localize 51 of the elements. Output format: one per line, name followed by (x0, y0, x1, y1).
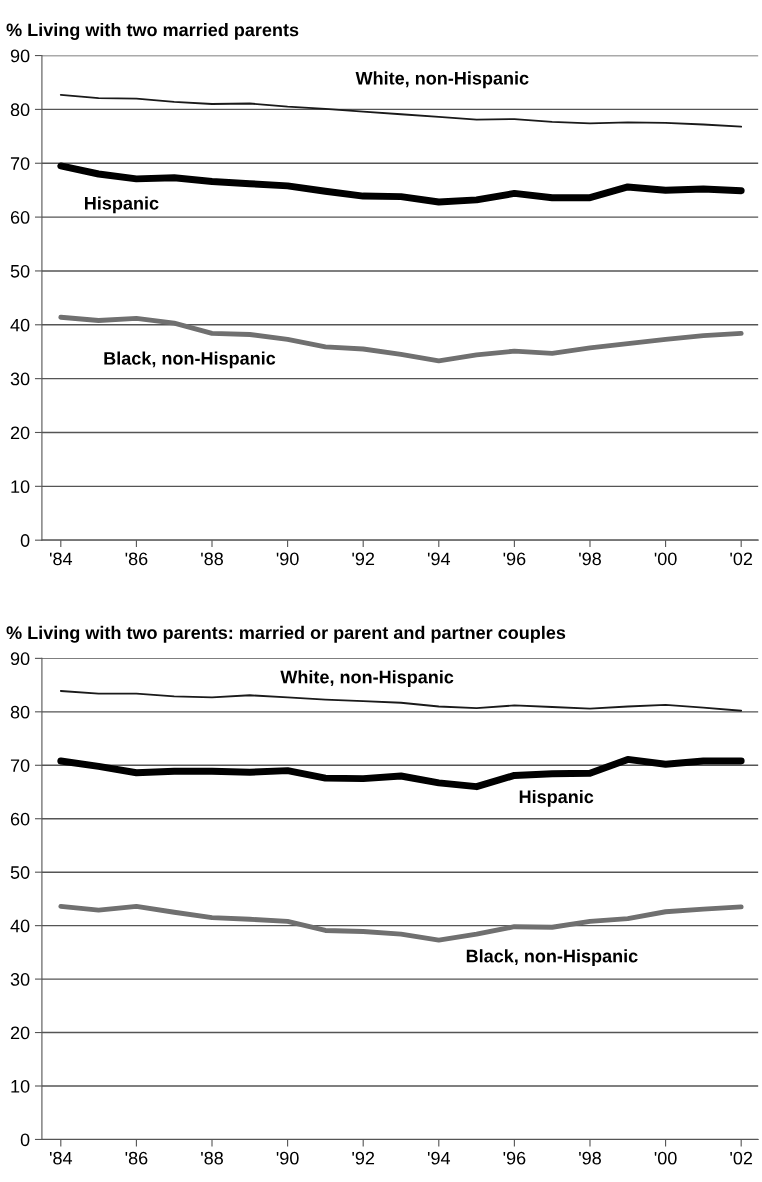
x-tick-label: '84 (49, 552, 73, 566)
y-tick-label: 80 (10, 103, 30, 117)
y-tick-label: 90 (10, 652, 30, 666)
series-label: Hispanic (519, 789, 594, 807)
x-tick-label: '90 (276, 1151, 299, 1165)
x-tick-label: '86 (125, 552, 148, 566)
x-tick-label: '96 (503, 1151, 526, 1165)
series-label: White, non-Hispanic (280, 670, 454, 687)
line-series (59, 93, 743, 128)
x-tick-label: '84 (49, 1151, 73, 1165)
y-tick-label: 50 (10, 264, 30, 278)
x-tick-label: '90 (276, 552, 299, 566)
y-tick-label: 20 (10, 1026, 30, 1040)
y-tick-label: 0 (20, 1133, 30, 1147)
x-tick-label: '92 (352, 552, 375, 566)
chart-title: % Living with two married parents (6, 23, 299, 40)
x-tick-label: '88 (201, 1151, 223, 1165)
x-tick-label: '98 (579, 552, 601, 566)
y-tick-label: 20 (10, 426, 30, 440)
series-label: Hispanic (85, 196, 159, 214)
y-tick-label: 10 (11, 480, 30, 494)
x-tick-label: '94 (427, 1151, 451, 1165)
y-tick-label: 0 (20, 534, 30, 547)
series-label: Black, non-Hispanic (466, 949, 638, 967)
y-tick-label: 30 (10, 973, 30, 986)
x-tick-label: '92 (352, 1151, 375, 1165)
y-tick-label: 40 (10, 318, 30, 332)
x-tick-label: '96 (503, 552, 526, 566)
line-series (59, 690, 743, 712)
x-tick-label: '98 (579, 1151, 601, 1165)
y-tick-label: 40 (10, 919, 30, 933)
x-tick-label: '94 (427, 552, 451, 566)
chart-title: % Living with two parents: married or parent and partner couples (6, 625, 566, 643)
x-tick-label: '00 (654, 552, 677, 566)
x-tick-label: '86 (125, 1151, 148, 1165)
y-tick-label: 70 (10, 759, 30, 772)
line-series (58, 903, 744, 943)
series-label: Black, non-Hispanic (104, 351, 276, 369)
x-tick-label: '88 (201, 552, 223, 566)
y-tick-label: 60 (10, 812, 30, 826)
y-tick-label: 50 (10, 866, 30, 879)
y-tick-label: 90 (10, 49, 30, 63)
y-tick-label: 60 (10, 211, 30, 224)
series-label: White, non-Hispanic (355, 71, 529, 89)
y-tick-label: 30 (10, 372, 30, 386)
x-tick-label: '02 (730, 1151, 753, 1165)
y-tick-label: 10 (11, 1079, 30, 1093)
y-tick-label: 70 (10, 157, 30, 170)
x-tick-label: '00 (654, 1151, 677, 1165)
y-tick-label: 80 (10, 705, 30, 719)
x-tick-label: '02 (730, 552, 753, 566)
